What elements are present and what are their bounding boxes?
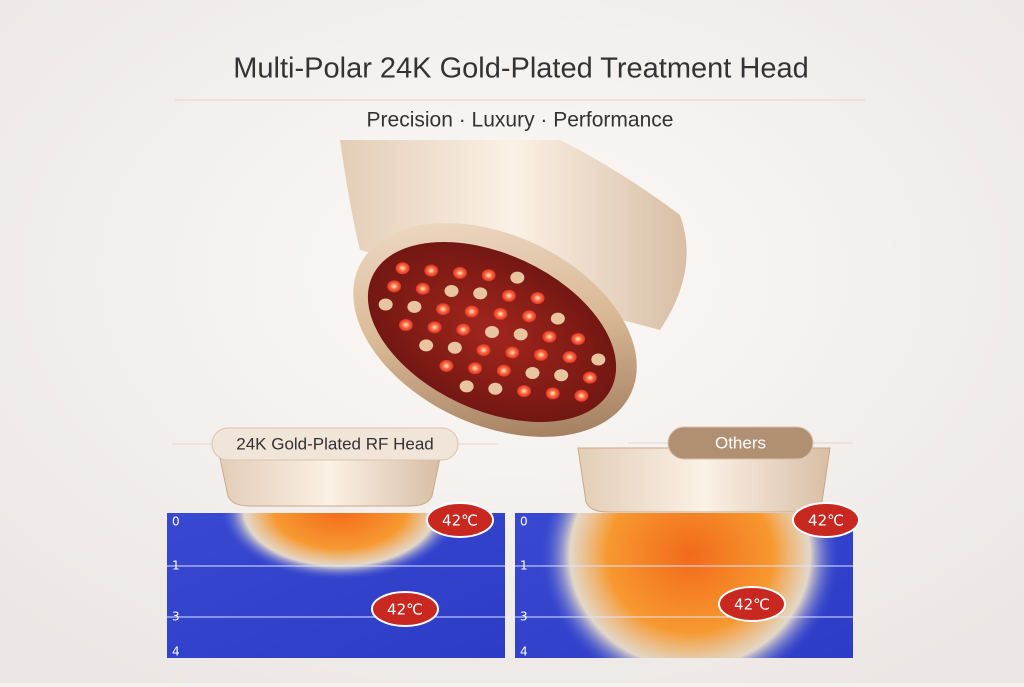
temp-label: 42℃ xyxy=(808,512,844,530)
depth-label: 4 xyxy=(520,645,528,659)
led xyxy=(485,326,499,338)
led xyxy=(513,328,528,341)
led xyxy=(501,289,516,302)
led xyxy=(591,353,606,366)
panels: 0 1 3 4 24K Gold-Plated RF Head 42℃ 42℃ 0 1 3 4 Oth… xyxy=(167,426,860,659)
led xyxy=(582,371,597,384)
heat-zone xyxy=(540,513,840,658)
led xyxy=(424,264,439,277)
led xyxy=(530,292,545,305)
led xyxy=(439,359,454,372)
led xyxy=(407,300,422,313)
temp-label: 42℃ xyxy=(734,596,770,614)
depth-label: 4 xyxy=(172,645,180,659)
led xyxy=(496,364,511,377)
led-array xyxy=(378,262,606,402)
led xyxy=(554,369,569,382)
depth-label: 0 xyxy=(520,515,528,529)
head-label: Others xyxy=(715,433,766,452)
led xyxy=(571,333,586,346)
depth-label: 0 xyxy=(172,515,180,529)
temp-badge xyxy=(718,586,786,622)
led xyxy=(476,344,491,357)
led xyxy=(415,282,430,295)
title: Multi-Polar 24K Gold-Plated Treatment He… xyxy=(233,53,808,85)
led xyxy=(562,351,577,364)
led xyxy=(473,287,488,300)
device-neck xyxy=(340,140,687,330)
temp-badge xyxy=(426,502,494,538)
led xyxy=(387,280,402,293)
led xyxy=(533,348,548,361)
led xyxy=(542,330,557,343)
led xyxy=(398,318,413,331)
panel: 0 1 3 4 24K Gold-Plated RF Head 42℃ 42℃ xyxy=(167,427,505,659)
temp-badge xyxy=(371,591,439,627)
led xyxy=(488,382,503,395)
temp-badge xyxy=(792,502,860,538)
led xyxy=(517,385,532,398)
led xyxy=(452,266,467,279)
led xyxy=(574,389,589,402)
led xyxy=(468,362,483,375)
depth-label: 1 xyxy=(520,559,528,573)
led xyxy=(481,269,496,282)
depth-label: 3 xyxy=(172,610,180,624)
led xyxy=(545,387,560,400)
label-pill xyxy=(667,426,814,460)
panel: 0 1 3 4 Others 42℃ 42℃ xyxy=(515,426,860,659)
led xyxy=(436,303,451,316)
led xyxy=(444,285,459,298)
led xyxy=(459,380,474,393)
depth-label: 3 xyxy=(520,610,528,624)
head-label: 24K Gold-Plated RF Head xyxy=(236,434,434,453)
led xyxy=(464,305,479,318)
led xyxy=(522,310,537,323)
led xyxy=(510,271,525,284)
temp-label: 42℃ xyxy=(387,601,423,619)
led xyxy=(505,346,520,359)
led xyxy=(447,341,462,354)
led xyxy=(456,323,471,336)
depth-label: 1 xyxy=(172,559,180,573)
temp-label: 42℃ xyxy=(442,512,478,530)
led xyxy=(550,312,565,325)
led xyxy=(419,339,434,352)
led xyxy=(493,307,508,320)
led xyxy=(395,262,410,275)
led xyxy=(427,321,442,334)
device xyxy=(340,140,687,437)
subtitle: Precision · Luxury · Performance xyxy=(367,109,674,132)
led xyxy=(525,366,540,379)
head-body xyxy=(219,457,441,507)
led xyxy=(378,298,393,311)
label-pill xyxy=(211,427,459,461)
heat-zone xyxy=(220,513,460,580)
